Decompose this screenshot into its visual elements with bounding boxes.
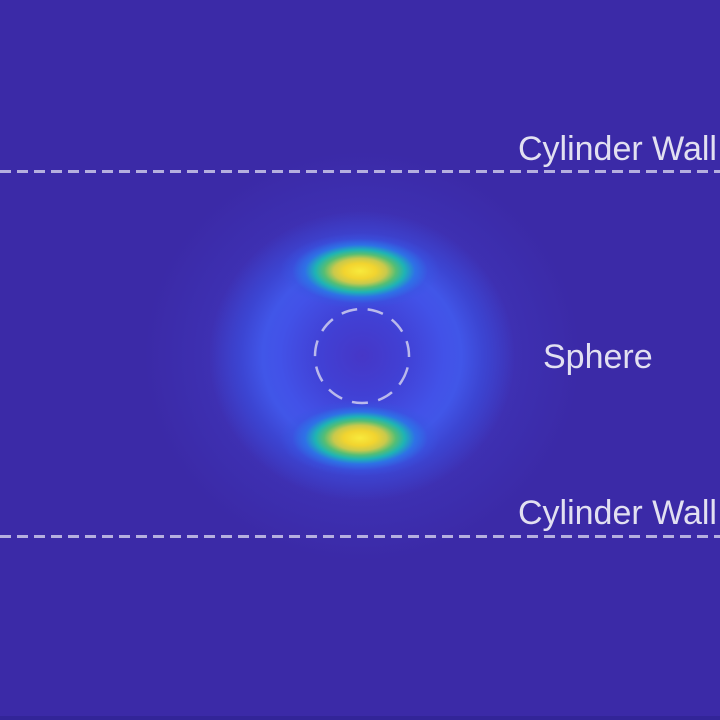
cylinder-wall-label-top: Cylinder Wall — [517, 130, 717, 168]
cylinder-wall-dashed-line-bottom — [0, 535, 720, 538]
bottom-edge-strip — [0, 716, 720, 720]
cylinder-wall-label-bottom: Cylinder Wall — [517, 494, 717, 532]
cylinder-wall-dashed-line-top — [0, 170, 720, 173]
sphere-label: Sphere — [543, 338, 653, 376]
